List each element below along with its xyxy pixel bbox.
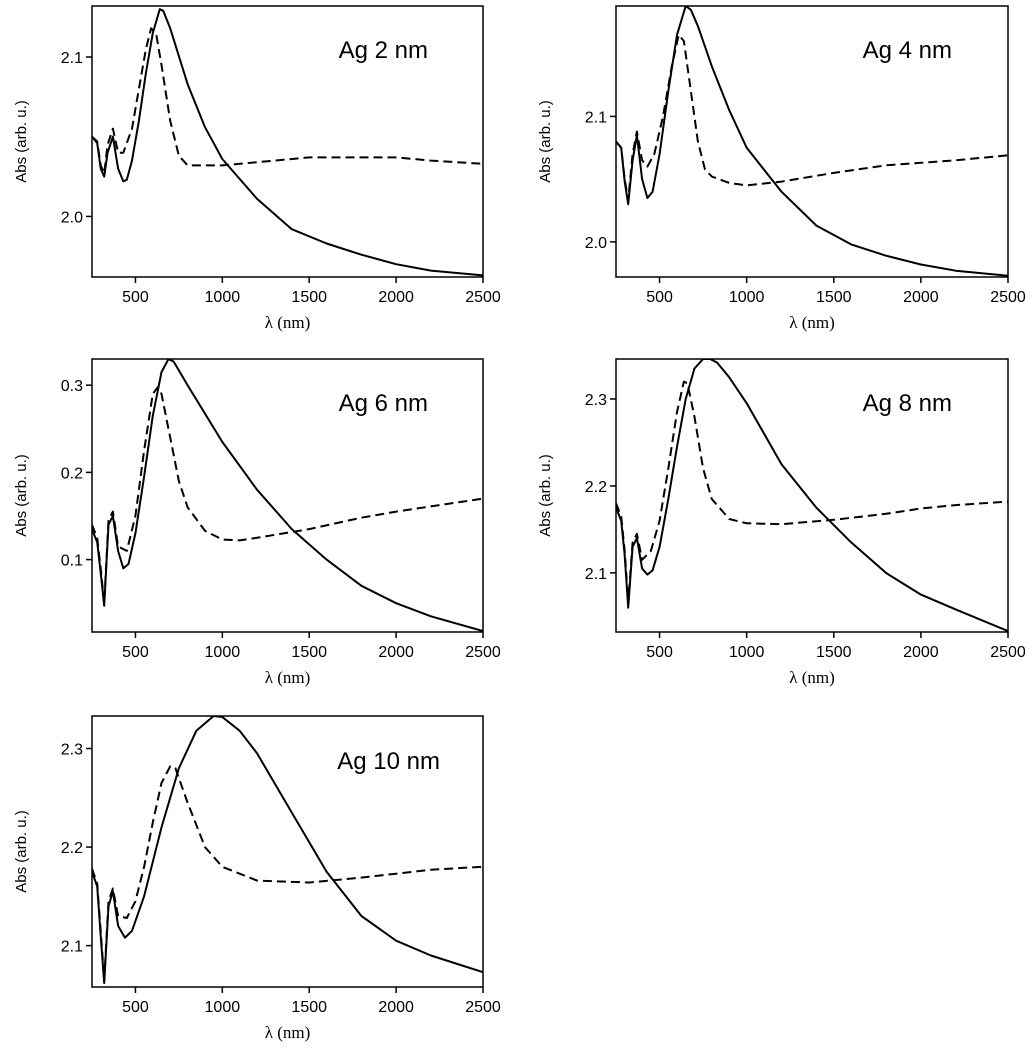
x-tick-label: 500 <box>646 289 673 306</box>
chart-panel: 500 1000 1500 2000 2500 0.1 0.2 0.3 λ (nm) Abs (a… <box>13 358 501 687</box>
x-tick-label: 1500 <box>291 644 327 661</box>
dashed-series-line <box>92 385 483 605</box>
plot-frame <box>615 358 1009 633</box>
y-tick-label: 2.1 <box>585 109 607 126</box>
y-tick-label: 2.3 <box>585 392 607 409</box>
x-axis-label: λ (nm) <box>789 668 835 687</box>
y-axis-label: Abs (arb. u.) <box>13 100 30 183</box>
y-tick-label: 2.2 <box>585 479 607 496</box>
x-axis-label: λ (nm) <box>265 668 311 687</box>
chart-panel: 500 1000 1500 2000 2500 2.1 2.2 2.3 λ (nm) Abs (a… <box>537 358 1026 687</box>
y-tick-label: 0.3 <box>61 378 83 395</box>
x-axis-label: λ (nm) <box>265 313 311 332</box>
x-tick-label: 2000 <box>903 644 939 661</box>
x-tick-label: 1000 <box>205 999 241 1016</box>
y-tick-label: 2.1 <box>61 50 83 67</box>
x-tick-label: 1000 <box>729 644 765 661</box>
y-tick-label: 2.2 <box>61 840 83 857</box>
y-tick-label: 2.1 <box>585 566 607 583</box>
x-tick-label: 500 <box>122 289 149 306</box>
x-tick-label: 2000 <box>378 999 414 1016</box>
x-tick-label: 1500 <box>816 644 852 661</box>
chart-panel: 500 1000 1500 2000 2500 2.1 2.2 2.3 λ (nm) Abs (a… <box>13 715 501 1042</box>
x-tick-label: 2000 <box>378 644 414 661</box>
panel-label: Ag 4 nm <box>863 37 952 64</box>
x-tick-label: 500 <box>646 644 673 661</box>
plot-frame <box>615 5 1009 278</box>
panel-label: Ag 10 nm <box>337 748 440 775</box>
dashed-series-line <box>616 33 1008 202</box>
x-tick-label: 1000 <box>729 289 765 306</box>
x-tick-label: 1000 <box>205 289 241 306</box>
y-tick-label: 2.0 <box>61 209 83 226</box>
x-tick-label: 1500 <box>291 999 327 1016</box>
y-axis-label: Abs (arb. u.) <box>537 454 554 537</box>
x-tick-label: 2500 <box>465 644 501 661</box>
chart-panel: 500 1000 1500 2000 2500 2.0 2.1 λ (nm) Abs (arb.… <box>537 5 1026 332</box>
plot-frame <box>91 715 484 988</box>
y-axis-label: Abs (arb. u.) <box>13 810 30 893</box>
dashed-series-line <box>92 765 483 982</box>
x-tick-label: 2500 <box>465 999 501 1016</box>
x-axis-label: λ (nm) <box>265 1023 311 1042</box>
y-tick-label: 2.0 <box>585 235 607 252</box>
y-tick-label: 0.1 <box>61 553 83 570</box>
dashed-series-line <box>92 27 483 175</box>
x-tick-label: 2000 <box>378 289 414 306</box>
x-tick-label: 1500 <box>291 289 327 306</box>
x-tick-label: 1500 <box>816 289 852 306</box>
panel-label: Ag 2 nm <box>339 37 428 64</box>
x-tick-label: 500 <box>122 644 149 661</box>
y-axis-label: Abs (arb. u.) <box>13 454 30 537</box>
plot-frame <box>91 358 484 633</box>
x-axis-label: λ (nm) <box>789 313 835 332</box>
y-axis-label: Abs (arb. u.) <box>537 100 554 183</box>
x-tick-label: 500 <box>122 999 149 1016</box>
panel-label: Ag 8 nm <box>863 390 952 417</box>
y-tick-label: 2.3 <box>61 742 83 759</box>
x-tick-label: 2500 <box>465 289 501 306</box>
dashed-series-line <box>616 380 1008 605</box>
x-tick-label: 1000 <box>205 644 241 661</box>
panel-label: Ag 6 nm <box>339 390 428 417</box>
x-tick-label: 2000 <box>903 289 939 306</box>
solid-series-line <box>92 8 483 277</box>
y-tick-label: 0.2 <box>61 465 83 482</box>
chart-panel: 500 1000 1500 2000 2500 2.0 2.1 λ (nm) Abs (arb.… <box>13 5 501 332</box>
y-tick-label: 2.1 <box>61 939 83 956</box>
x-tick-label: 2500 <box>990 644 1026 661</box>
x-tick-label: 2500 <box>990 289 1026 306</box>
plot-frame <box>91 5 484 278</box>
